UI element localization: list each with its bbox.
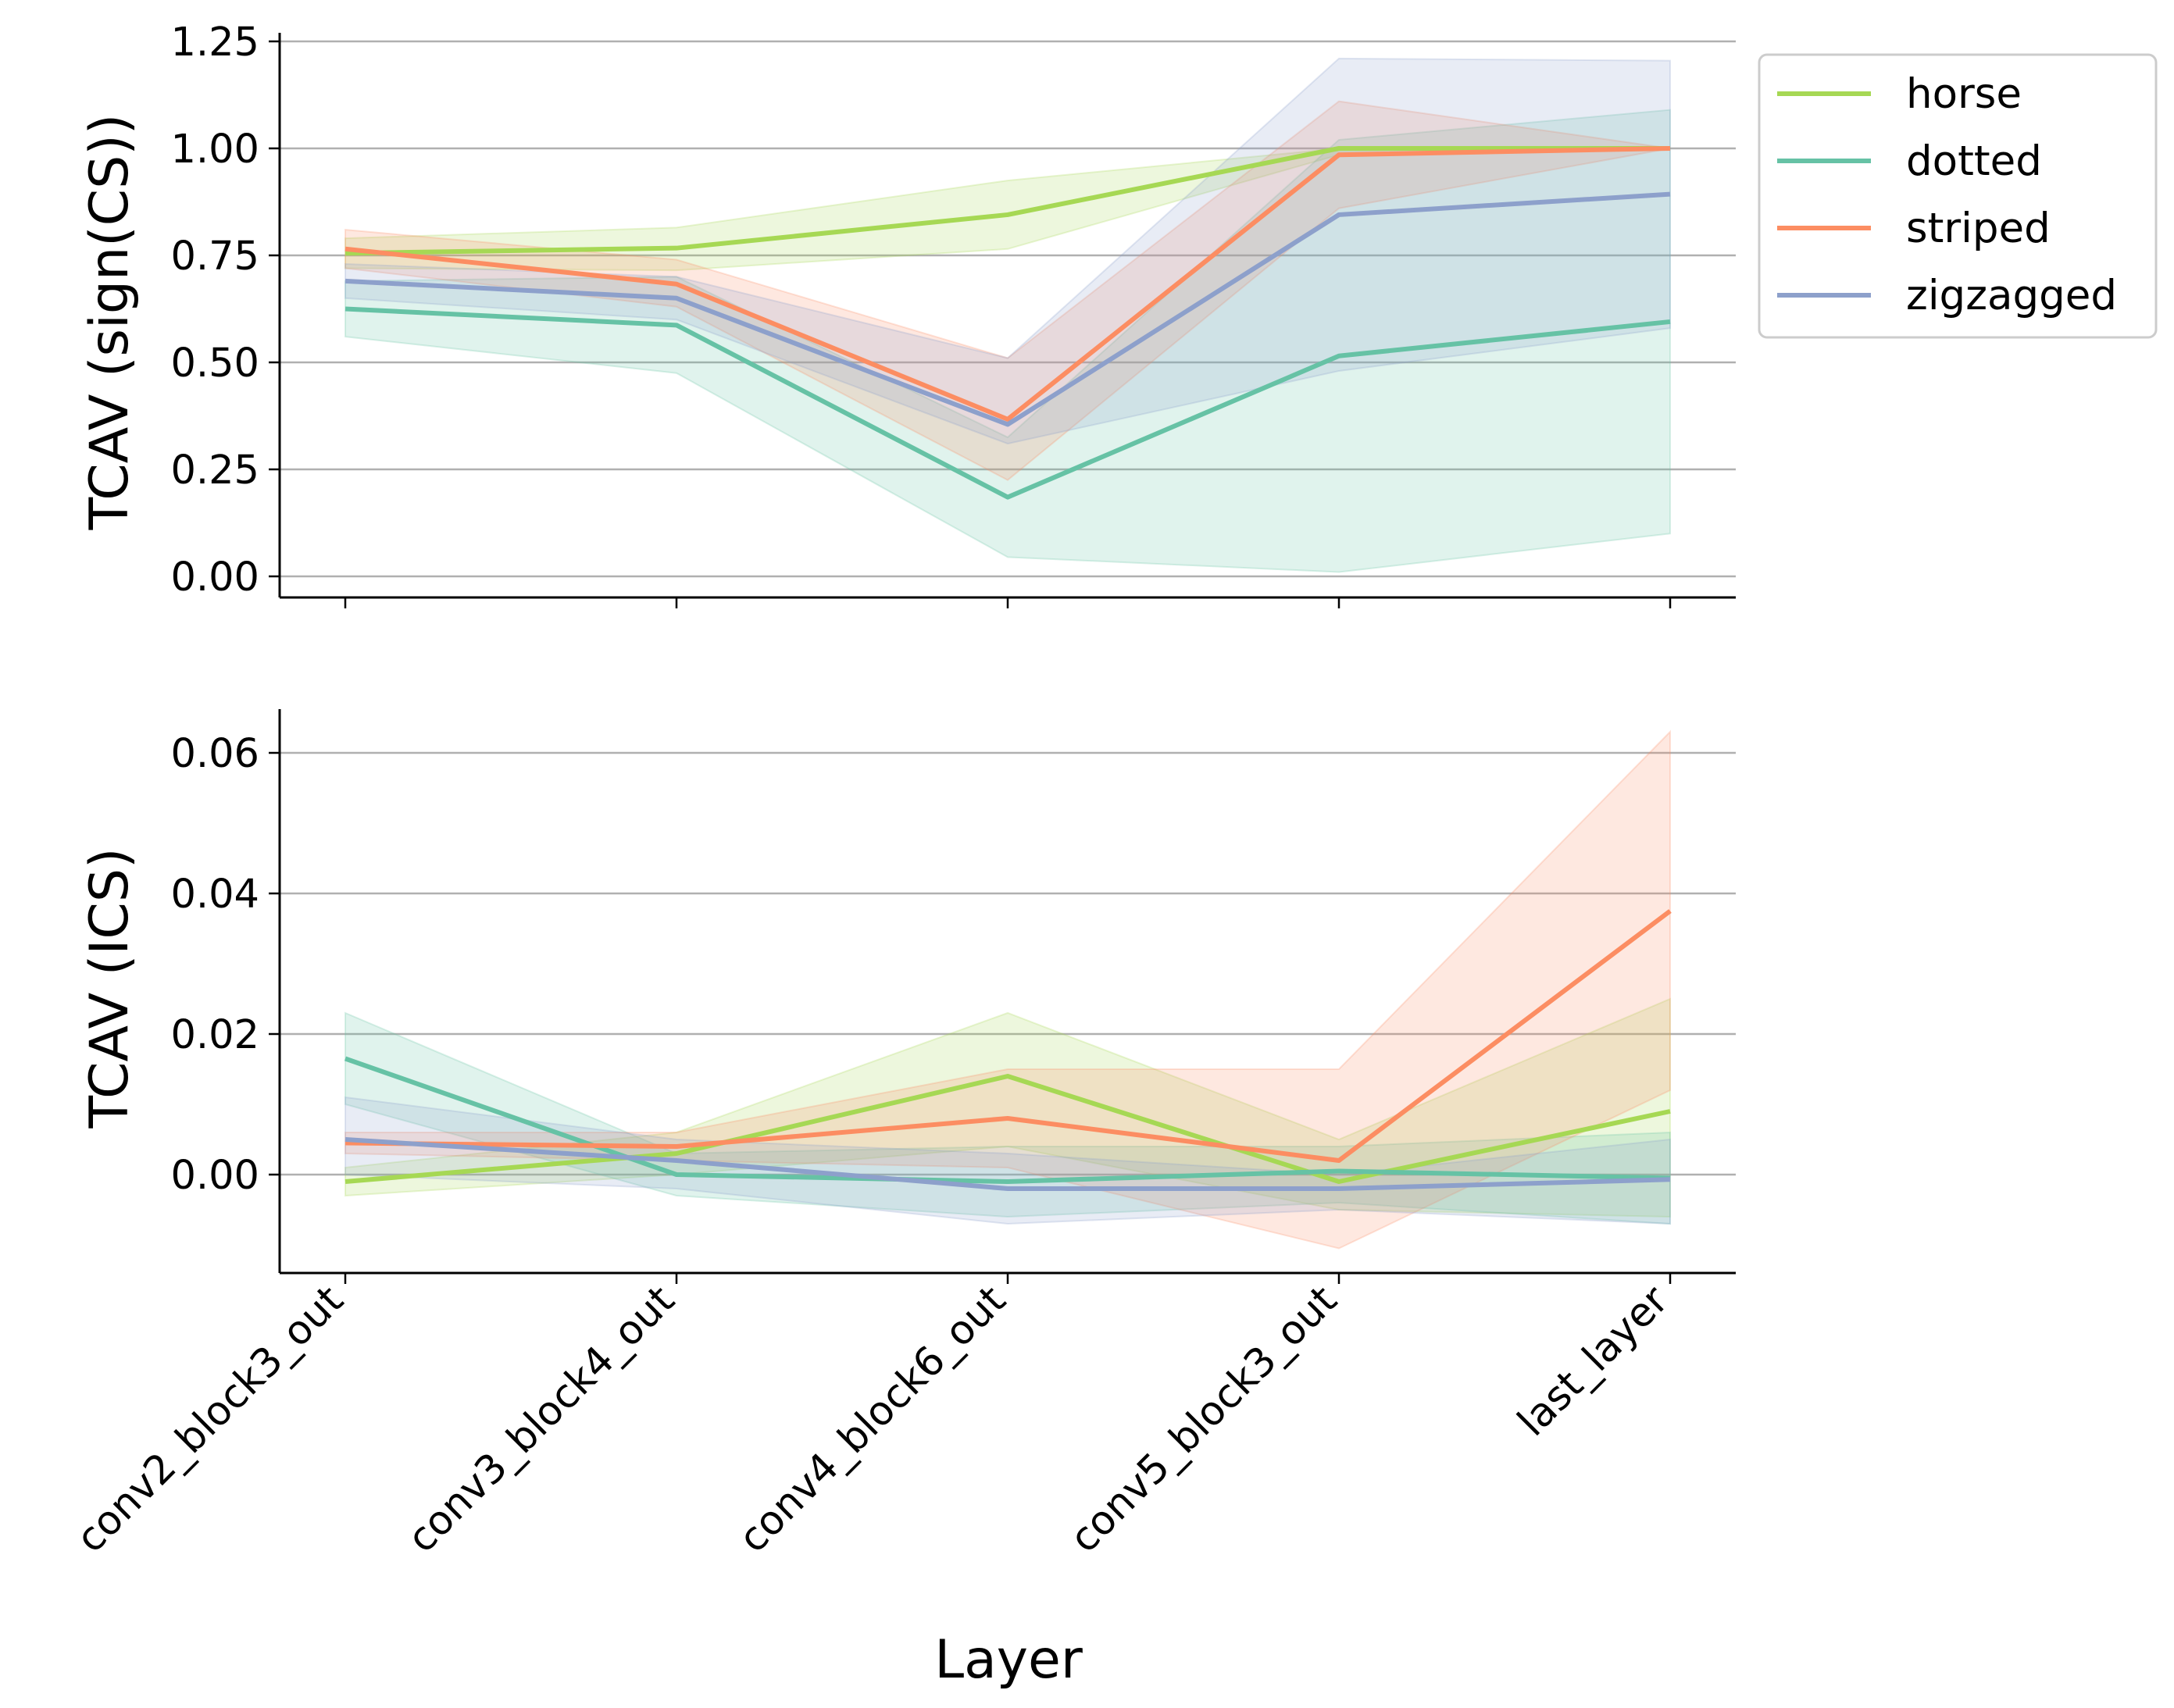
x-tick-label: conv3_block4_out xyxy=(399,1277,684,1562)
top-panel: 0.00 0.25 0.50 0.75 1.00 1.25 xyxy=(170,20,1736,608)
bottom-panel: 0.00 0.02 0.04 0.06 xyxy=(170,709,1736,1284)
legend: horse dotted striped zigzagged xyxy=(1758,53,2158,339)
legend-label-zigzagged: zigzagged xyxy=(1906,272,2117,319)
legend-label-striped: striped xyxy=(1906,205,2051,252)
legend-frame xyxy=(1758,53,2158,339)
y-tick-label: 0.06 xyxy=(170,731,259,777)
y-tick-label: 1.00 xyxy=(170,127,259,173)
legend-label-horse: horse xyxy=(1906,70,2022,118)
confidence-band-striped xyxy=(344,729,1671,1250)
bottom-y-axis-label: TCAV (ICS) xyxy=(79,847,141,1129)
y-tick-label: 0.02 xyxy=(170,1012,259,1058)
x-tick-label: conv2_block3_out xyxy=(68,1277,353,1562)
y-tick-label: 1.25 xyxy=(170,20,259,66)
x-tick-labels: conv2_block3_out conv3_block4_out conv4_bl… xyxy=(68,1277,1678,1562)
confidence-band-zigzagged xyxy=(344,1096,1671,1225)
y-tick-label: 0.00 xyxy=(170,1153,259,1199)
x-axis-label: Layer xyxy=(934,1629,1083,1691)
x-tick-label: conv4_block6_out xyxy=(730,1277,1016,1562)
legend-label-dotted: dotted xyxy=(1906,137,2042,185)
y-tick-label: 0.75 xyxy=(170,234,259,280)
y-tick-label: 0.25 xyxy=(170,448,259,494)
x-tick-label: last_layer xyxy=(1509,1277,1677,1445)
top-y-axis-label: TCAV (sign(CS)) xyxy=(79,114,141,531)
y-tick-label: 0.00 xyxy=(170,554,259,601)
x-tick-label: conv5_block3_out xyxy=(1062,1277,1347,1562)
y-tick-label: 0.50 xyxy=(170,341,259,387)
y-tick-label: 0.04 xyxy=(170,872,259,918)
